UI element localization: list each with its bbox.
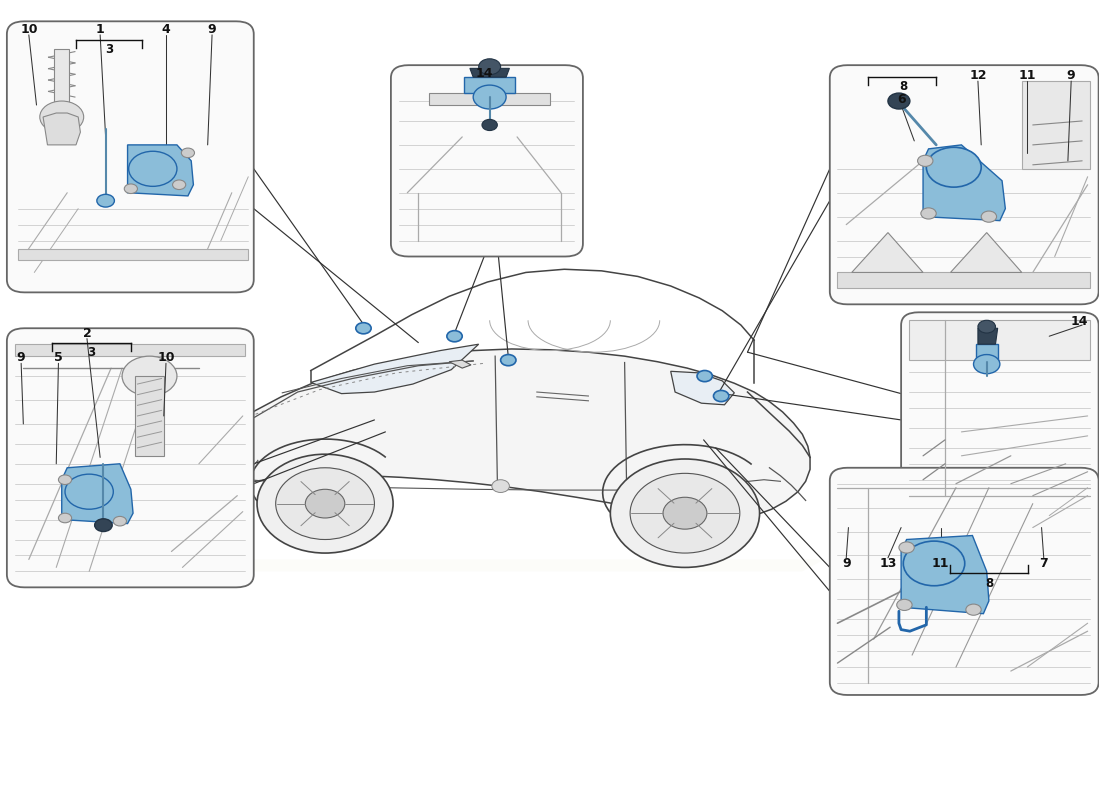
Text: 7: 7 (1040, 557, 1048, 570)
Text: 9: 9 (16, 351, 25, 364)
Text: © passionforparts.com 1987-: © passionforparts.com 1987- (407, 452, 623, 467)
Polygon shape (1022, 81, 1090, 169)
Text: 14: 14 (475, 66, 493, 80)
Text: 14: 14 (1070, 315, 1088, 328)
Circle shape (97, 194, 114, 207)
Polygon shape (464, 77, 515, 93)
Text: 8: 8 (984, 577, 993, 590)
Circle shape (921, 208, 936, 219)
Circle shape (978, 320, 996, 333)
Circle shape (113, 516, 127, 526)
Circle shape (500, 354, 516, 366)
Polygon shape (671, 371, 735, 405)
Polygon shape (194, 559, 824, 571)
Polygon shape (976, 344, 998, 360)
Text: 9: 9 (208, 22, 217, 36)
Polygon shape (62, 464, 133, 523)
Circle shape (974, 354, 1000, 374)
Text: 6: 6 (896, 93, 905, 106)
Polygon shape (923, 145, 1005, 221)
Polygon shape (470, 68, 509, 77)
Circle shape (257, 454, 393, 553)
Polygon shape (135, 376, 164, 456)
Circle shape (899, 542, 914, 553)
FancyBboxPatch shape (7, 22, 254, 292)
Text: 9: 9 (842, 557, 850, 570)
Circle shape (173, 180, 186, 190)
Circle shape (926, 147, 981, 187)
Circle shape (697, 370, 713, 382)
FancyBboxPatch shape (901, 312, 1099, 508)
Text: 12: 12 (969, 69, 987, 82)
Text: 3: 3 (87, 346, 96, 358)
Polygon shape (909, 320, 1090, 360)
FancyBboxPatch shape (829, 468, 1099, 695)
Circle shape (966, 604, 981, 615)
Circle shape (182, 148, 195, 158)
Polygon shape (43, 113, 80, 145)
Circle shape (447, 330, 462, 342)
Circle shape (917, 155, 933, 166)
Polygon shape (837, 273, 1090, 288)
Circle shape (95, 518, 112, 531)
Circle shape (714, 390, 729, 402)
Circle shape (40, 101, 84, 133)
Circle shape (473, 85, 506, 109)
Polygon shape (429, 93, 550, 105)
Circle shape (58, 475, 72, 485)
Circle shape (888, 93, 910, 109)
Text: 11: 11 (932, 557, 949, 570)
Circle shape (663, 498, 707, 529)
Circle shape (306, 490, 344, 518)
Text: 11: 11 (1019, 69, 1036, 82)
Circle shape (124, 184, 138, 194)
Text: 8: 8 (899, 80, 907, 93)
Text: 10: 10 (20, 22, 37, 36)
Polygon shape (851, 233, 923, 273)
FancyBboxPatch shape (7, 328, 254, 587)
Text: 4: 4 (162, 22, 170, 36)
Text: 9: 9 (1067, 69, 1076, 82)
FancyBboxPatch shape (829, 65, 1099, 304)
Circle shape (492, 480, 509, 493)
Circle shape (630, 474, 740, 553)
Circle shape (981, 211, 997, 222)
Text: 5: 5 (54, 351, 63, 364)
Polygon shape (449, 360, 471, 368)
Circle shape (276, 468, 374, 539)
Polygon shape (128, 145, 194, 196)
Circle shape (355, 322, 371, 334)
Circle shape (610, 459, 760, 567)
Circle shape (65, 474, 113, 510)
FancyBboxPatch shape (390, 65, 583, 257)
Circle shape (478, 58, 500, 74)
Polygon shape (54, 50, 69, 109)
Circle shape (482, 119, 497, 130)
Circle shape (903, 541, 965, 586)
Polygon shape (978, 328, 998, 344)
Polygon shape (950, 233, 1022, 273)
Polygon shape (901, 535, 989, 614)
Text: 2: 2 (82, 327, 91, 340)
Polygon shape (18, 249, 249, 261)
Text: 3: 3 (104, 42, 113, 56)
Text: 10: 10 (157, 351, 175, 364)
Circle shape (58, 514, 72, 522)
Circle shape (896, 599, 912, 610)
Circle shape (122, 356, 177, 396)
Polygon shape (194, 349, 810, 518)
Text: 13: 13 (879, 557, 896, 570)
Polygon shape (311, 344, 478, 394)
Text: 1: 1 (96, 22, 104, 36)
Polygon shape (14, 344, 245, 356)
Circle shape (129, 151, 177, 186)
